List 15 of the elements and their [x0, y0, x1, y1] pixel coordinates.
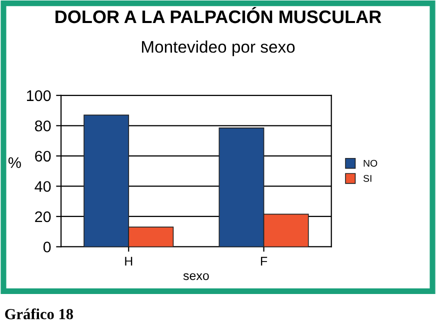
y-tick-label: 100	[26, 90, 51, 102]
legend-label: NO	[364, 160, 378, 167]
x-axis-title: sexo	[183, 273, 209, 280]
y-tick-label: 40	[34, 181, 51, 192]
chart-title: DOLOR A LA PALPACIÓN MUSCULAR	[56, 7, 382, 24]
y-tick-label: 20	[35, 211, 51, 222]
y-tick-label: 80	[34, 120, 51, 132]
text: Gráfico 18	[5, 308, 74, 320]
y-tick-label: 0	[43, 242, 51, 252]
chart-subtitle: Montevideo por sexo	[142, 40, 295, 56]
x-tick-label: H	[125, 256, 132, 266]
legend-label: SI	[363, 174, 372, 182]
x-tick-label: F	[260, 256, 268, 266]
y-tick-label: 60	[35, 150, 51, 162]
y-axis-title: %	[8, 157, 21, 168]
